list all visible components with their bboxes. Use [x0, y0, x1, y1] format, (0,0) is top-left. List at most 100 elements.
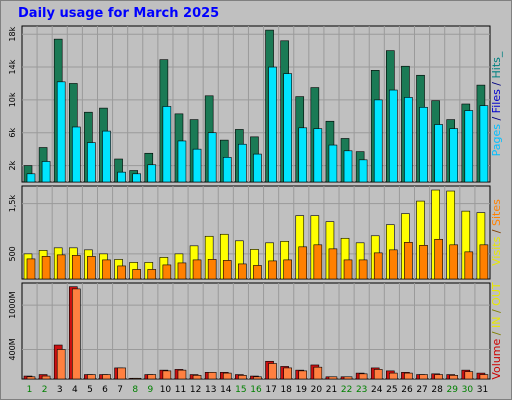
x-tick-label: 23 — [356, 385, 367, 395]
x-tick-label: 18 — [280, 385, 292, 395]
bar — [389, 249, 398, 280]
x-tick-label: 31 — [477, 385, 488, 395]
bar — [117, 171, 126, 183]
bar — [268, 363, 277, 380]
x-tick-label: 29 — [447, 385, 459, 395]
bar — [192, 148, 202, 183]
bar — [479, 105, 489, 183]
x-tick-label: 12 — [190, 385, 201, 395]
chart-title: Daily usage for March 2025 — [18, 6, 220, 21]
x-tick-label: 7 — [117, 385, 123, 395]
bar — [434, 124, 443, 183]
x-tick-label: 6 — [102, 385, 108, 395]
x-tick-label: 15 — [235, 385, 246, 395]
bar — [207, 259, 217, 280]
legend-label: Visits / Sites — [490, 199, 503, 266]
bar — [192, 375, 202, 380]
bar — [238, 263, 247, 280]
bar — [389, 89, 398, 183]
bar — [132, 377, 141, 380]
bar — [358, 259, 368, 280]
bar — [192, 259, 202, 280]
legend-entry: Volume — [490, 338, 503, 379]
bar — [419, 374, 428, 380]
bar — [177, 262, 187, 280]
legend-entry: / — [490, 113, 503, 124]
y-tick-label: 500 — [8, 246, 17, 261]
bar — [162, 264, 172, 280]
bar — [87, 142, 96, 183]
legend-entry: Visits — [490, 236, 503, 265]
x-tick-label: 16 — [250, 385, 262, 395]
x-tick-label: 8 — [132, 385, 138, 395]
x-tick-label: 2 — [42, 385, 48, 395]
bar — [162, 106, 172, 183]
bar — [464, 251, 474, 280]
legend-label: Pages / Files / Hits_ — [490, 51, 503, 156]
legend-entry: IN — [490, 317, 503, 328]
bar — [87, 256, 96, 280]
x-tick-label: 21 — [326, 385, 337, 395]
bar — [222, 372, 232, 380]
bar — [343, 150, 353, 183]
bar — [434, 238, 443, 280]
bar — [102, 374, 111, 380]
y-tick-label: 1000M — [8, 291, 17, 318]
bar — [207, 132, 217, 183]
bar — [343, 376, 353, 380]
x-tick-label: 22 — [341, 385, 352, 395]
bar — [298, 246, 308, 280]
bar — [71, 255, 81, 280]
bar — [328, 376, 338, 380]
bar — [102, 259, 111, 280]
bar — [117, 265, 126, 280]
bar — [207, 372, 217, 380]
bar — [117, 367, 126, 380]
bar — [177, 369, 187, 380]
plot-area-volume — [21, 282, 491, 380]
legend-entry: / — [490, 328, 503, 339]
legend-entry: Sites — [490, 199, 503, 226]
bar — [177, 140, 187, 183]
bar — [26, 173, 36, 183]
bar — [56, 254, 66, 280]
x-tick-label: 10 — [160, 385, 172, 395]
bar — [26, 258, 36, 280]
bar — [238, 375, 247, 380]
bar — [373, 369, 383, 380]
bar — [328, 248, 338, 280]
x-tick-label: 25 — [386, 385, 397, 395]
bar — [434, 374, 443, 380]
bar — [449, 244, 459, 280]
bar — [404, 372, 413, 380]
bar — [41, 375, 51, 380]
x-tick-label: 20 — [311, 385, 323, 395]
legend-entry: Files — [490, 89, 503, 113]
y-tick-label: 2k — [8, 160, 17, 170]
bar — [464, 110, 474, 183]
bar — [283, 367, 292, 380]
bar — [147, 269, 157, 280]
y-tick-label: 18k — [8, 26, 17, 41]
y-tick-label: 6k — [8, 128, 17, 138]
bar — [449, 375, 459, 380]
bar — [268, 66, 277, 183]
bar — [102, 130, 111, 183]
bar — [147, 374, 157, 380]
bar — [132, 269, 141, 280]
legend-entry: OUT — [490, 282, 503, 306]
bar — [41, 256, 51, 280]
bar — [41, 161, 51, 183]
y-tick-label: 10k — [8, 92, 17, 107]
bar — [132, 173, 141, 183]
x-tick-label: 19 — [296, 385, 308, 395]
bar — [419, 245, 428, 280]
bar — [328, 144, 338, 183]
bar — [56, 81, 66, 183]
bar — [404, 97, 413, 183]
bar — [389, 372, 398, 380]
x-tick-label: 17 — [265, 385, 276, 395]
bar — [298, 370, 308, 380]
bar — [268, 260, 277, 280]
legend-entry: / — [490, 306, 503, 317]
